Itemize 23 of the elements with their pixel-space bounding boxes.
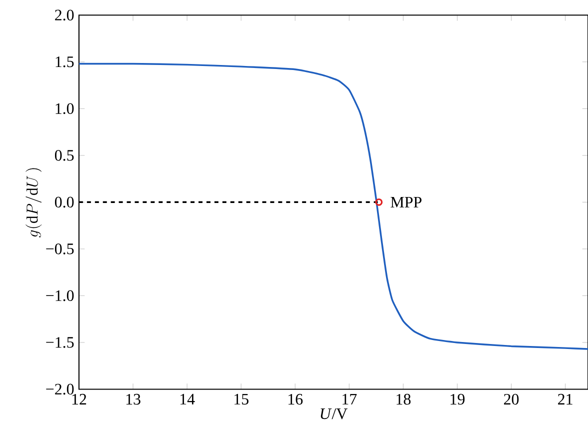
x-tick-label: 21: [558, 394, 572, 404]
x-tick-label: 19: [450, 394, 465, 405]
y-tick-label: −2.0: [46, 384, 74, 395]
x-tick-label: 17: [342, 394, 357, 404]
x-tick-label: 12: [72, 394, 86, 404]
y-tick-label: 2.0: [55, 10, 74, 21]
line-series: [78, 62, 588, 350]
y-tick-label: −0.5: [46, 243, 74, 254]
x-tick-label: 16: [288, 394, 303, 405]
x-tick-label: 18: [396, 394, 411, 405]
x-tick-label: 13: [126, 394, 140, 405]
y-tick-label: 0.0: [54, 196, 74, 208]
annotation: MPP: [390, 196, 422, 208]
x-axis-title: U/V: [320, 408, 348, 420]
y-axis-title: $g(\mathrm{d}P/\mathrm{d}U\,)$: [26, 168, 42, 238]
y-tick-label: −1.0: [46, 290, 74, 302]
x-tick-label: 14: [180, 394, 195, 404]
y-tick-label: 0.5: [54, 150, 74, 161]
y-tick-label: 1.0: [56, 103, 74, 114]
x-tick-label: 20: [504, 394, 519, 405]
y-tick-label: 1.5: [56, 56, 74, 68]
x-tick-label: 15: [234, 394, 248, 405]
y-tick-label: −1.5: [46, 337, 74, 348]
